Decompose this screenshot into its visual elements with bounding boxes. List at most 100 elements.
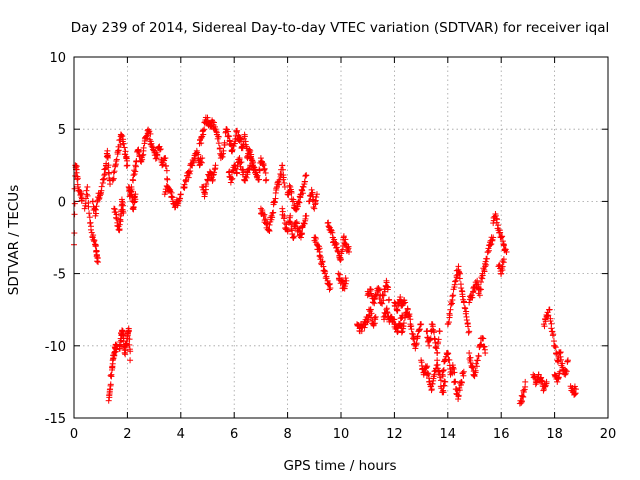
data-point — [317, 254, 324, 261]
data-point — [291, 233, 298, 240]
data-point — [463, 317, 470, 324]
data-point — [296, 199, 303, 206]
data-point — [459, 293, 466, 300]
data-point — [490, 234, 497, 241]
data-point — [380, 297, 387, 304]
data-point — [111, 168, 118, 175]
data-point — [219, 153, 226, 160]
data-point — [78, 190, 85, 197]
data-point — [458, 285, 465, 292]
data-point — [152, 155, 159, 162]
data-point — [87, 226, 94, 233]
data-point — [308, 186, 315, 193]
data-point — [260, 212, 267, 219]
data-point — [154, 152, 161, 159]
data-point — [535, 371, 542, 378]
data-point — [455, 263, 462, 270]
data-point — [372, 294, 379, 301]
data-point — [469, 364, 476, 371]
data-point — [113, 158, 120, 165]
x-tick-label: 2 — [123, 427, 131, 442]
data-point — [301, 178, 308, 185]
data-point — [455, 392, 462, 399]
data-point — [189, 159, 196, 166]
data-point — [92, 243, 99, 250]
data-point — [167, 188, 174, 195]
data-point — [120, 209, 127, 216]
data-point — [271, 199, 278, 206]
data-point — [111, 205, 118, 212]
data-point — [475, 281, 482, 288]
data-point — [547, 318, 554, 325]
x-tick-label: 4 — [177, 427, 185, 442]
data-point — [453, 274, 460, 281]
data-point — [572, 391, 579, 398]
x-tick-label: 8 — [283, 427, 291, 442]
data-point — [112, 214, 119, 221]
data-point — [86, 210, 93, 217]
data-point — [476, 292, 483, 299]
data-point — [238, 159, 245, 166]
data-point — [246, 146, 253, 153]
data-point — [132, 191, 139, 198]
data-point — [130, 172, 137, 179]
data-point — [272, 195, 279, 202]
y-tick-label: 10 — [49, 51, 66, 66]
data-point — [195, 151, 202, 158]
data-point — [132, 196, 139, 203]
data-point — [549, 332, 556, 339]
data-point — [297, 234, 304, 241]
data-point — [270, 209, 277, 216]
data-point — [163, 162, 170, 169]
data-point — [197, 158, 204, 165]
x-axis-ticks: 0 2 4 6 8 10 12 14 16 18 20 — [70, 57, 616, 442]
data-point — [368, 310, 375, 317]
data-point — [386, 296, 393, 303]
data-point — [418, 359, 425, 366]
data-point — [343, 277, 350, 284]
data-point — [434, 349, 441, 356]
data-point — [552, 344, 559, 351]
data-point — [368, 290, 375, 297]
data-point — [113, 156, 120, 163]
data-point — [74, 176, 81, 183]
data-point — [271, 198, 278, 205]
data-point — [303, 212, 310, 219]
data-point — [429, 326, 436, 333]
data-point — [266, 221, 273, 228]
data-point — [299, 231, 306, 238]
data-point — [340, 233, 347, 240]
data-point — [538, 377, 545, 384]
x-tick-label: 16 — [493, 427, 510, 442]
data-point — [465, 323, 472, 330]
data-point — [312, 197, 319, 204]
y-tick-label: 5 — [58, 123, 66, 138]
data-point — [288, 188, 295, 195]
data-point — [75, 183, 82, 190]
data-series — [71, 114, 579, 407]
data-point — [279, 208, 286, 215]
data-point — [462, 305, 469, 312]
data-point — [311, 205, 318, 212]
data-point — [119, 133, 126, 140]
data-point — [120, 140, 127, 147]
data-point — [471, 373, 478, 380]
data-point — [203, 181, 210, 188]
data-point — [104, 154, 111, 161]
data-point — [302, 173, 309, 180]
data-point — [467, 359, 474, 366]
data-point — [110, 175, 117, 182]
data-point — [146, 128, 153, 135]
data-point — [435, 339, 442, 346]
data-point — [215, 133, 222, 140]
data-point — [473, 363, 480, 370]
data-point — [177, 195, 184, 202]
data-point — [475, 353, 482, 360]
data-point — [106, 386, 113, 393]
data-point — [442, 378, 449, 385]
data-point — [110, 169, 117, 176]
data-point — [87, 219, 94, 226]
data-point — [500, 241, 507, 248]
data-point — [164, 176, 171, 183]
data-point — [495, 222, 502, 229]
